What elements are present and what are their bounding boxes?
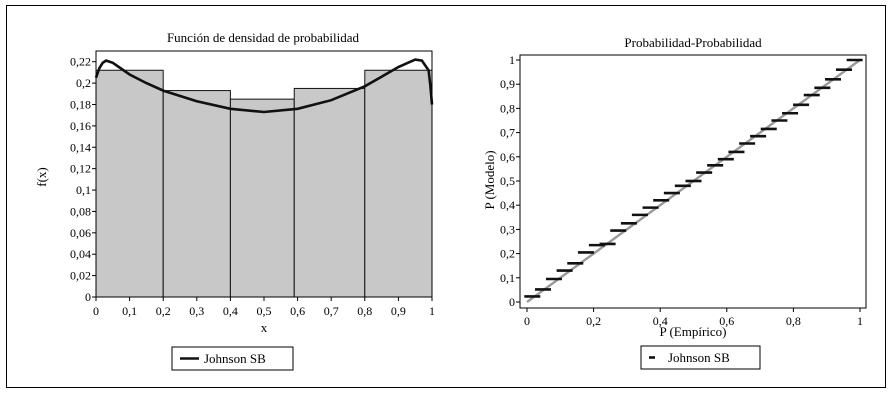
y-tick-label: 0,12 <box>70 162 91 176</box>
y-tick-label: 0,1 <box>500 271 515 285</box>
histogram-bins <box>95 69 433 298</box>
density-x-axis: 0 0,1 0,2 0,3 0,4 0,5 0,6 0,7 0,8 0,9 1 <box>93 297 435 318</box>
y-tick-label: 0,02 <box>70 269 91 283</box>
x-tick-label: 0,9 <box>391 304 406 318</box>
y-tick-label: 0,06 <box>70 226 91 240</box>
pp-markers <box>524 58 863 298</box>
x-tick-label: 0,5 <box>257 304 272 318</box>
y-tick-label: 0,8 <box>500 101 515 115</box>
histogram-bar <box>229 98 295 298</box>
y-tick-label: 0,3 <box>500 222 515 236</box>
pp-legend-box <box>640 345 761 370</box>
y-tick-label: 0,6 <box>500 150 515 164</box>
y-tick-label: 0,16 <box>70 119 91 133</box>
density-y-axis-label: f(x) <box>34 167 49 187</box>
x-tick-label: 1 <box>857 314 863 328</box>
pp-y-axis: 0 0,1 0,2 0,3 0,4 0,5 0,6 0,7 0,8 0,9 1 <box>500 53 520 309</box>
density-legend-label: Johnson SB <box>204 351 266 366</box>
y-tick-label: 0,7 <box>500 126 515 140</box>
histogram-bar <box>293 87 366 298</box>
y-tick-label: 0,9 <box>500 77 515 91</box>
pp-chart: Probabilidad-Probabilidad 00,10,20,30,40… <box>482 35 867 370</box>
x-tick-label: 0,7 <box>324 304 339 318</box>
y-tick-label: 0,5 <box>500 174 515 188</box>
pp-x-axis: 0 0,2 0,4 0,6 0,8 1 <box>524 308 863 328</box>
y-tick-label: 0,14 <box>70 140 91 154</box>
y-tick-label: 0 <box>509 295 515 309</box>
density-chart-title: Función de densidad de probabilidad <box>167 30 360 45</box>
y-tick-label: 0,04 <box>70 247 91 261</box>
histogram-bar <box>162 90 231 298</box>
density-x-axis-label: x <box>261 320 268 335</box>
y-tick-label: 0,1 <box>76 183 91 197</box>
x-tick-label: 1 <box>429 304 435 318</box>
density-legend: Johnson SB <box>171 346 294 371</box>
y-tick-label: 0,2 <box>76 76 91 90</box>
y-tick-label: 0,18 <box>70 97 91 111</box>
x-tick-label: 0,8 <box>786 314 801 328</box>
x-tick-label: 0,8 <box>357 304 372 318</box>
pp-legend-label: Johnson SB <box>668 350 730 365</box>
pp-chart-title: Probabilidad-Probabilidad <box>624 35 762 50</box>
histogram-bar <box>95 69 164 298</box>
y-tick-label: 0,2 <box>500 247 515 261</box>
x-tick-label: 0,6 <box>290 304 305 318</box>
density-chart: Función de densidad de probabilidad 0 0,0… <box>34 30 435 371</box>
x-tick-label: 0,2 <box>156 304 171 318</box>
x-tick-label: 0 <box>93 304 99 318</box>
histogram-bar <box>364 69 433 298</box>
x-tick-label: 0,4 <box>223 304 238 318</box>
x-tick-label: 0,4 <box>653 314 668 328</box>
density-y-axis: 0 0,02 0,04 0,06 0,08 0,1 0,12 0,14 0,16 0,18 0,2 0… <box>70 55 96 304</box>
pp-x-axis-label: P (Empírico) <box>659 324 726 339</box>
x-tick-label: 0,3 <box>189 304 204 318</box>
x-tick-label: 0,6 <box>719 314 734 328</box>
y-tick-label: 0 <box>85 290 91 304</box>
y-tick-label: 0,4 <box>500 198 515 212</box>
pp-legend: Johnson SB <box>640 345 761 370</box>
x-tick-label: 0,1 <box>122 304 137 318</box>
x-tick-label: 0,2 <box>586 314 601 328</box>
y-tick-label: 1 <box>509 53 515 67</box>
pp-y-axis-label: P (Modelo) <box>482 150 497 209</box>
x-tick-label: 0 <box>524 314 530 328</box>
y-tick-label: 0,08 <box>70 204 91 218</box>
y-tick-label: 0,22 <box>70 55 91 69</box>
density-legend-box <box>171 346 294 371</box>
johnson-sb-density-curve <box>94 58 434 114</box>
